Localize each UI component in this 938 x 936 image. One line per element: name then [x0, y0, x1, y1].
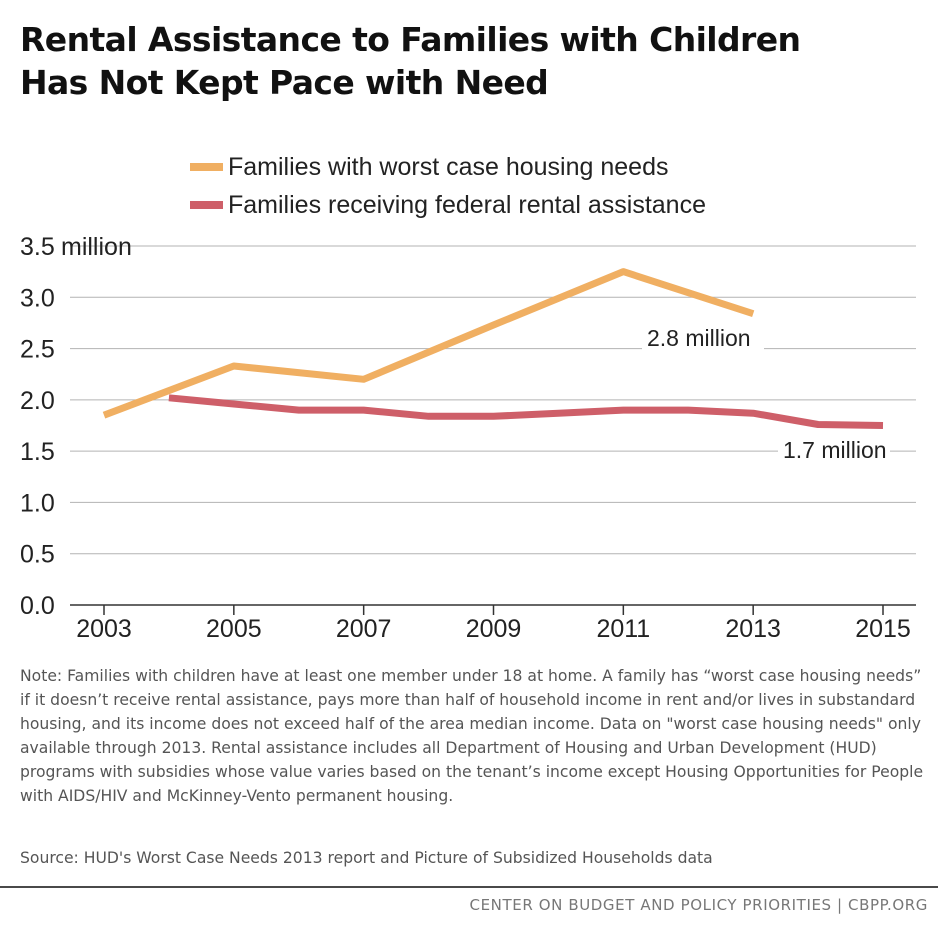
- chart-title: Rental Assistance to Families with Child…: [20, 18, 920, 104]
- legend-label: Families with worst case housing needs: [228, 153, 668, 181]
- title-line-2: Has Not Kept Pace with Need: [20, 63, 549, 102]
- x-tick-label: 2015: [855, 615, 911, 643]
- footer-divider: [0, 886, 938, 888]
- y-tick-label: 0.5: [20, 541, 55, 569]
- chart-note: Note: Families with children have at lea…: [20, 667, 924, 806]
- x-tick-label: 2003: [76, 615, 132, 643]
- series-line-rental-assistance: [168, 394, 884, 429]
- line-chart: 0.0 0.5 1.0 1.5 2.0 2.5 3.0 3.5 million 2003 2005 2…: [20, 153, 916, 643]
- y-tick-label: 2.0: [20, 387, 55, 415]
- x-tick-label: 2005: [206, 615, 262, 643]
- y-tick-label: 2.5: [20, 336, 55, 364]
- end-label: 2.8 million: [647, 325, 751, 351]
- chart-source: Source: HUD's Worst Case Needs 2013 repo…: [20, 849, 713, 867]
- y-tick-label: 1.0: [20, 489, 55, 517]
- title-line-1: Rental Assistance to Families with Child…: [20, 20, 801, 59]
- y-tick-label: 0.0: [20, 592, 55, 620]
- x-tick-label: 2009: [466, 615, 522, 643]
- end-label-background: [778, 436, 890, 466]
- x-tick-label: 2011: [596, 615, 650, 643]
- end-label-background: [642, 324, 764, 354]
- end-label: 1.7 million: [783, 437, 887, 463]
- x-tick-label: 2013: [725, 615, 781, 643]
- y-tick-label: 3.5: [20, 233, 55, 261]
- x-tick-label: 2007: [336, 615, 392, 643]
- footer-credit: CENTER ON BUDGET AND POLICY PRIORITIES |…: [469, 896, 928, 914]
- y-unit-label: million: [61, 233, 132, 261]
- y-tick-label: 1.5: [20, 438, 55, 466]
- series-line-worst-case-needs: [102, 268, 755, 419]
- legend-label: Families receiving federal rental assist…: [228, 191, 706, 219]
- y-tick-label: 3.0: [20, 284, 55, 312]
